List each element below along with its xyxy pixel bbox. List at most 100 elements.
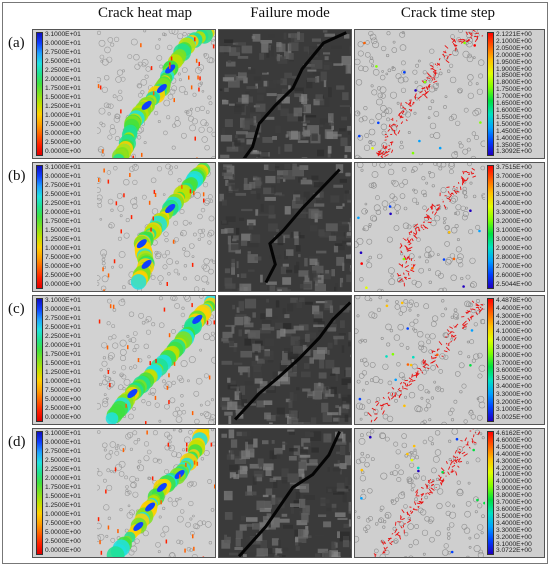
legend-tick-label: 2.5000E+00: [45, 272, 81, 280]
crack-heat-speck: [202, 192, 205, 197]
crack-segment: [430, 64, 434, 68]
particle-mark: [438, 287, 444, 291]
crack-segment: [412, 101, 414, 106]
rock-texture-patch: [257, 358, 265, 364]
particle-mark: [207, 95, 212, 100]
rock-texture-patch: [244, 338, 252, 346]
particle-mark: [142, 530, 149, 537]
rock-texture-patch: [283, 178, 286, 182]
crack-heat-speck: [109, 383, 111, 387]
particle-mark: [460, 205, 466, 211]
rock-texture-patch: [341, 116, 347, 121]
particle-mark: [454, 224, 459, 229]
crack-segment: [400, 250, 403, 254]
crack-heat-speck: [190, 85, 193, 90]
particle-mark: [414, 524, 419, 529]
particle-mark: [428, 349, 433, 354]
particle-mark: [383, 206, 388, 211]
heat-legend-labels: 3.1000E+01 3.0000E+01 2.7500E+01 2.5000E+01…: [45, 31, 81, 156]
legend-tick-label: 2.0000E+01: [45, 342, 81, 350]
crack-segment: [473, 434, 475, 438]
particle-mark: [440, 299, 445, 303]
particle-mark: [478, 73, 484, 79]
particle-mark: [448, 63, 454, 68]
rock-texture-patch: [333, 63, 343, 66]
rock-texture-patch: [336, 451, 341, 455]
particle-mark: [421, 189, 427, 196]
rock-texture-patch: [246, 68, 256, 74]
rock-texture-patch: [227, 60, 232, 64]
particle-mark: [449, 253, 456, 259]
particle-mark: [116, 69, 124, 76]
particle-mark: [481, 193, 485, 198]
particle-mark: [177, 410, 183, 416]
crack-segment: [448, 53, 452, 56]
rock-texture-patch: [265, 467, 272, 476]
particle-mark: [415, 201, 420, 205]
crack-segment: [436, 204, 441, 207]
particle-mark: [163, 99, 170, 107]
crack-heat-speck: [212, 44, 215, 49]
particle-mark: [97, 281, 100, 286]
particle-mark: [434, 87, 438, 91]
rock-texture-patch: [284, 51, 292, 59]
particle-mark: [469, 282, 475, 288]
crack-segment: [428, 488, 432, 493]
rock-texture-patch: [347, 383, 351, 389]
crack-time-dot: [403, 71, 406, 74]
rock-texture-patch: [304, 198, 316, 208]
rock-texture-patch: [337, 531, 340, 539]
particle-mark: [463, 527, 471, 534]
crack-time-dot: [412, 444, 416, 448]
heat-legend-colorbar: [36, 298, 43, 422]
particle-mark: [476, 414, 483, 421]
rock-texture-patch: [326, 486, 338, 494]
rock-texture-patch: [349, 554, 351, 557]
crack-time-dot: [442, 258, 446, 261]
rock-texture-patch: [334, 337, 338, 345]
particle-mark: [467, 355, 471, 359]
particle-mark: [101, 360, 108, 367]
particle-mark: [203, 410, 210, 417]
rock-texture-patch: [284, 144, 293, 152]
particle-mark: [388, 163, 393, 166]
rock-texture-patch: [338, 406, 342, 416]
rock-texture-patch: [225, 452, 231, 461]
crack-segment: [450, 192, 455, 195]
particle-mark: [129, 166, 135, 172]
rock-texture-patch: [330, 373, 336, 376]
crack-segment: [454, 459, 458, 464]
particle-mark: [448, 439, 452, 443]
particle-mark: [386, 117, 390, 122]
rock-texture-patch: [253, 76, 262, 81]
particle-mark: [469, 339, 475, 345]
failure-crack-line: [233, 301, 351, 421]
particle-mark: [453, 312, 459, 318]
rock-texture-patch: [296, 387, 300, 391]
crack-time-dot: [469, 364, 472, 367]
rock-texture-patch: [311, 38, 321, 42]
particle-mark: [180, 403, 184, 407]
crack-segment: [465, 31, 469, 36]
crack-segment: [415, 232, 418, 236]
particle-mark: [172, 296, 178, 302]
particle-mark: [455, 371, 461, 377]
legend-tick-label: 4.0000E+00: [496, 336, 532, 344]
rock-texture-patch: [327, 149, 331, 158]
particle-mark: [179, 509, 185, 514]
rock-texture-patch: [350, 357, 351, 366]
particle-mark: [180, 394, 184, 398]
particle-mark: [478, 401, 485, 409]
crack-segment: [422, 359, 427, 364]
particle-mark: [463, 419, 468, 424]
particle-mark: [360, 433, 364, 438]
particle-mark: [370, 457, 375, 462]
legend-tick-label: 2.5000E+00: [45, 538, 81, 546]
particle-mark: [431, 315, 439, 322]
particle-mark: [406, 224, 412, 230]
particle-mark: [364, 461, 370, 468]
rock-texture-patch: [350, 106, 351, 114]
particle-mark: [358, 373, 365, 379]
crack-segment: [396, 533, 401, 537]
rock-texture-patch: [271, 538, 279, 546]
